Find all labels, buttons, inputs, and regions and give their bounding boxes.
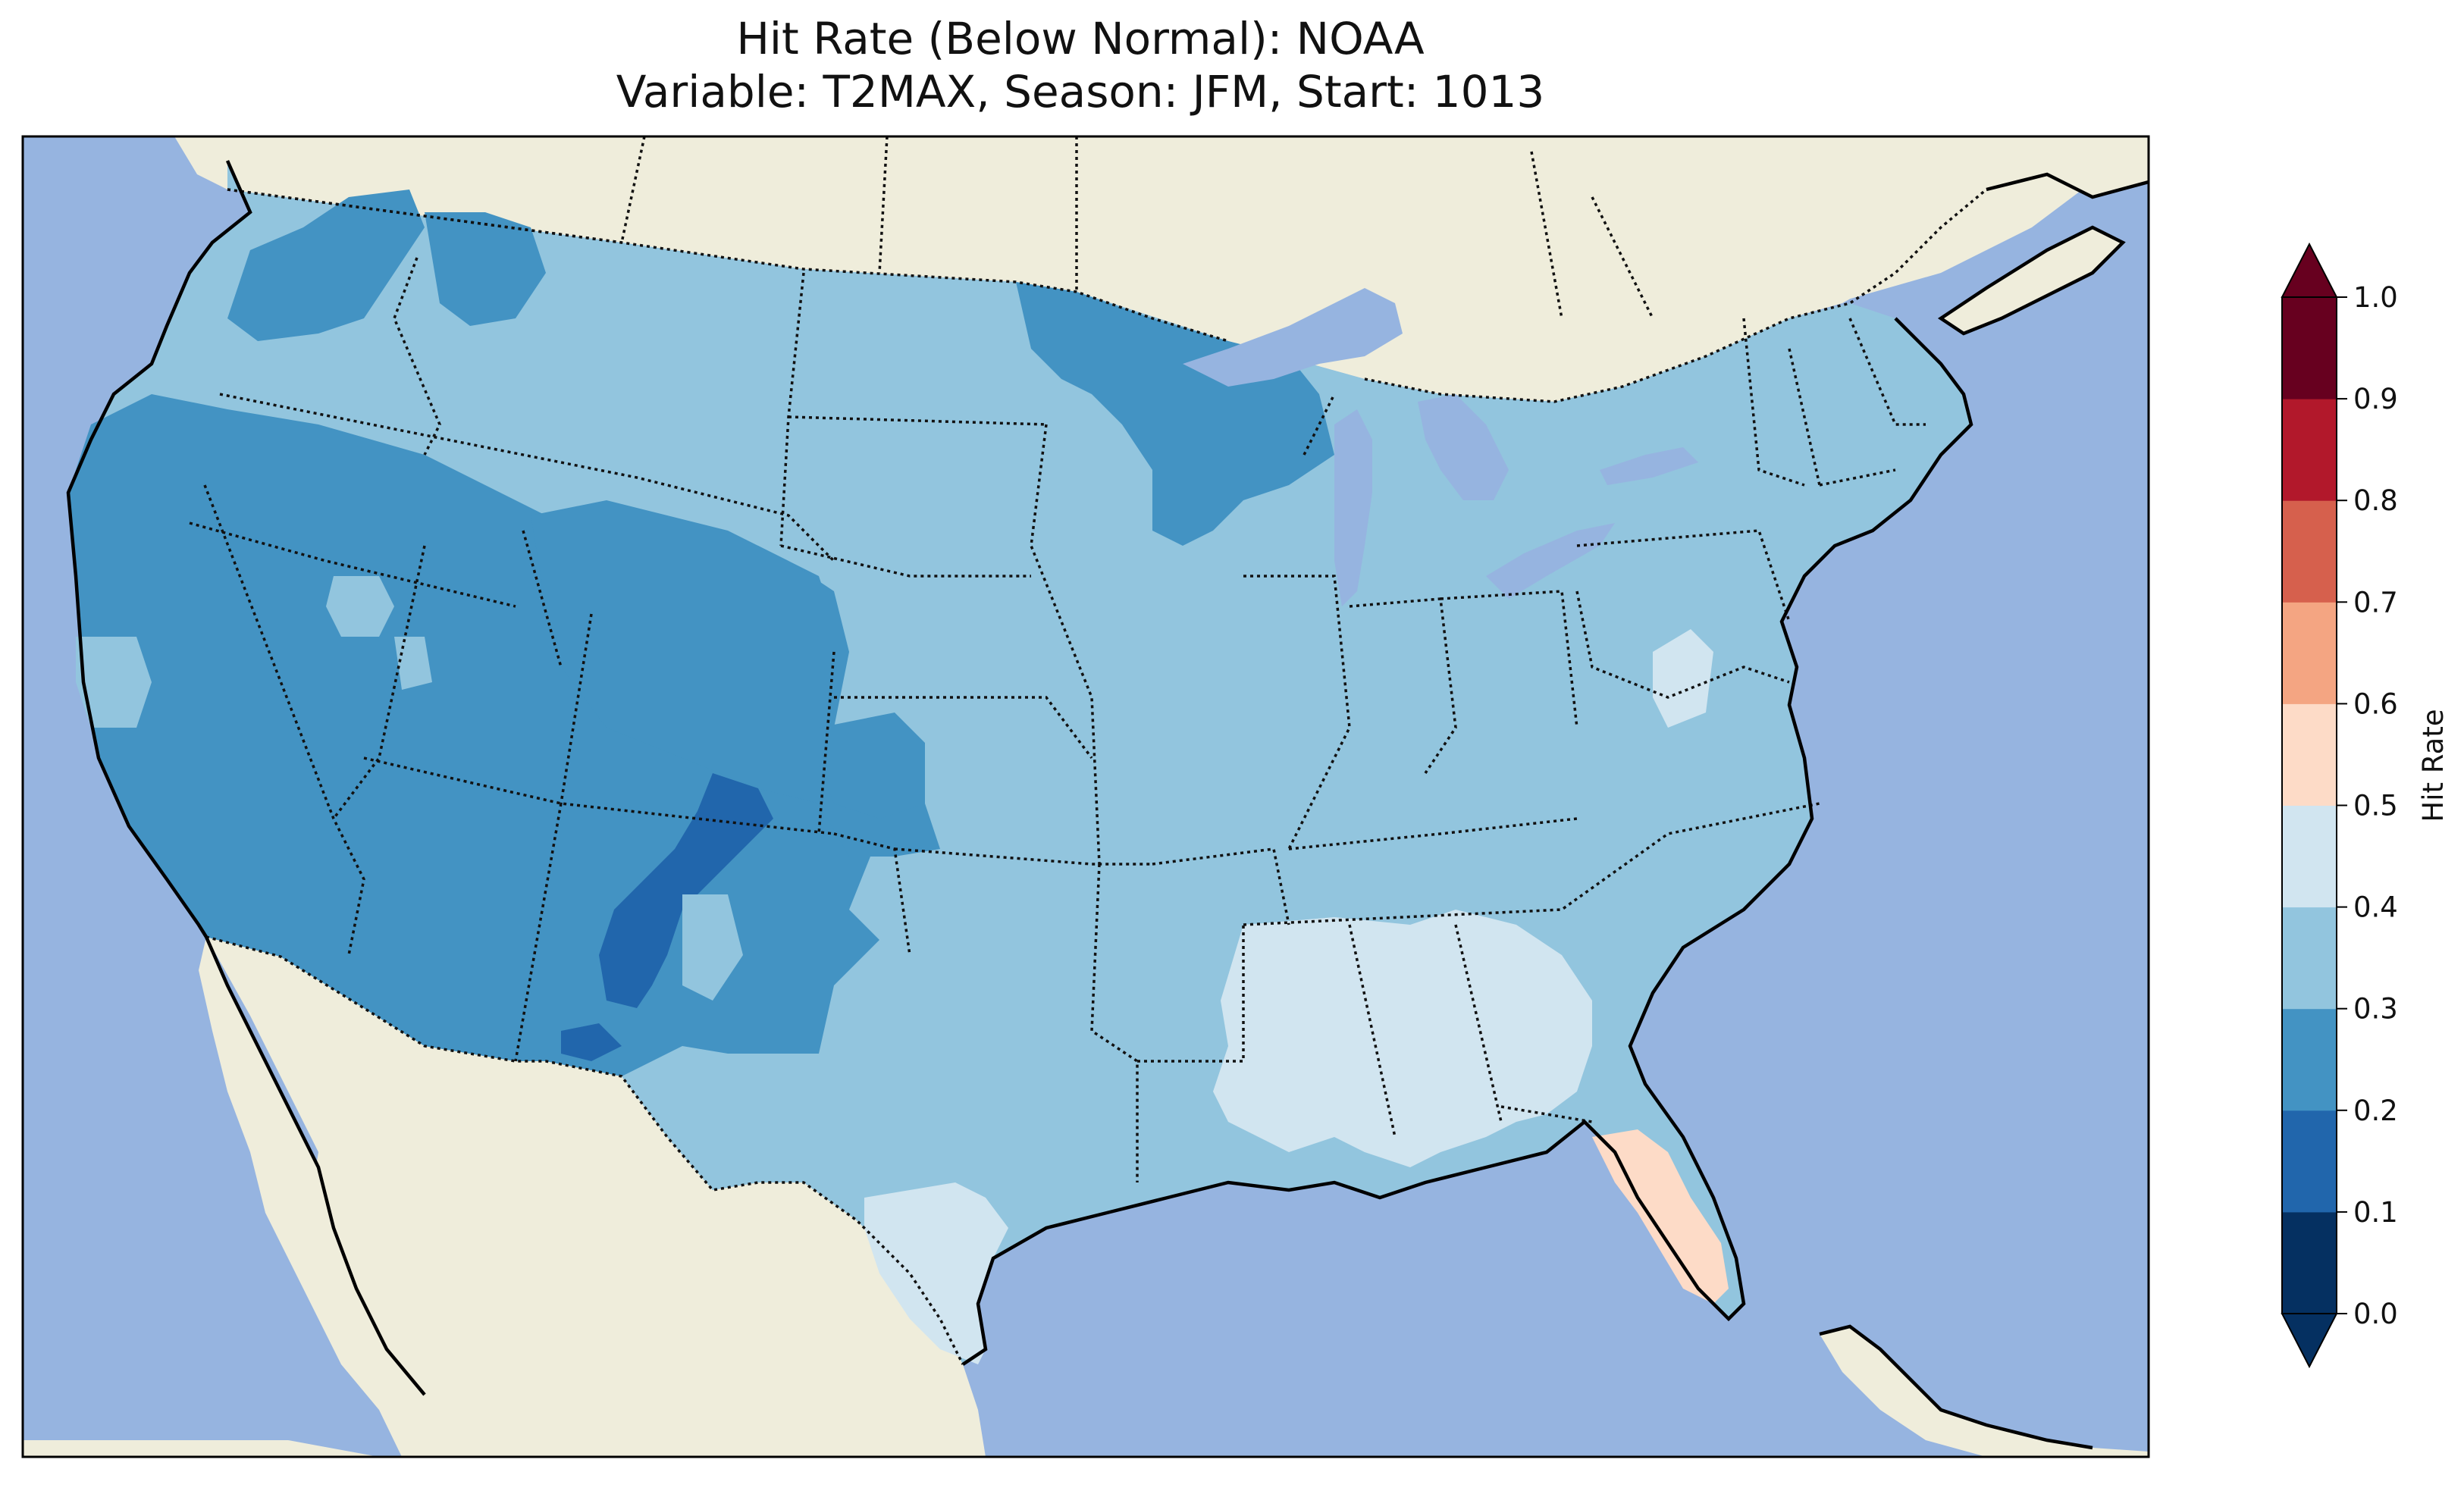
virginia-patch-0.4-0.5 [1653, 629, 1713, 728]
utah-patch-0.3-0.4 [394, 637, 432, 690]
map-title-line-1: Hit Rate (Below Normal): NOAA [736, 13, 1425, 64]
colorbar-segment [2282, 907, 2337, 1010]
map-frame [21, 135, 2150, 1458]
map-title-line-2: Variable: T2MAX, Season: JFM, Start: 101… [616, 66, 1545, 117]
cuba-land [1820, 1326, 2149, 1457]
colorbar-tick-label: 0.8 [2353, 484, 2398, 517]
colorbar-segment [2282, 703, 2337, 806]
lake-ontario [1600, 447, 1698, 485]
maritimes-land [1941, 227, 2123, 334]
colorbar-tick-label: 1.0 [2353, 281, 2398, 314]
colorbar-tick-label: 0.1 [2353, 1196, 2398, 1229]
colorbar-tick-label: 0.9 [2353, 383, 2398, 415]
arizona-east-patch-0.3-0.4 [682, 894, 743, 1001]
nevada-patch-0.3-0.4 [326, 576, 394, 637]
colorbar-segment [2282, 1008, 2337, 1111]
colorbar-tick-label: 0.7 [2353, 586, 2398, 619]
colorbar-tick-label: 0.5 [2353, 790, 2398, 822]
colorbar-segment [2282, 805, 2337, 908]
idaho-region-0.2-0.3 [227, 189, 425, 341]
lake-michigan [1334, 409, 1372, 606]
coastlines [66, 160, 2149, 1450]
colorbar-tick-label: 0.3 [2353, 993, 2398, 1026]
new-mexico-south-patch-0.1-0.2 [561, 1023, 622, 1061]
montana-patch-0.2-0.3 [425, 212, 546, 326]
southeast-region-0.4-0.5 [1213, 910, 1592, 1167]
colorbar-segment [2282, 1110, 2337, 1213]
mexico-land [23, 937, 986, 1457]
colorbar-segment [2282, 500, 2337, 603]
colorbar-segment [2282, 602, 2337, 704]
lake-huron [1418, 394, 1509, 500]
baja-land [199, 937, 425, 1457]
colorbar-extend-min [2281, 1313, 2338, 1369]
canada-land [159, 136, 2149, 402]
colorbar-segment [2282, 399, 2337, 501]
colorbar-tick-label: 0.0 [2353, 1298, 2398, 1330]
colorbar-tick-label: 0.4 [2353, 891, 2398, 924]
new-mexico-region-0.1-0.2 [599, 773, 773, 1008]
colorbar-tick-label: 0.6 [2353, 687, 2398, 720]
lake-erie [1486, 523, 1615, 599]
lake-superior [1183, 288, 1403, 387]
south-texas-region-0.4-0.5 [864, 1182, 1008, 1364]
colorbar-label: Hit Rate [2417, 709, 2450, 822]
colorbar-tick-label: 0.2 [2353, 1095, 2398, 1127]
canada-province-borders [620, 136, 1654, 319]
colorbar-segment [2282, 297, 2337, 399]
colorbar-extend-max [2281, 242, 2338, 298]
colorbar: 0.0 0.1 0.2 0.3 0.4 0.5 0.6 0.7 0.8 0.9 1.0 [2281, 242, 2398, 1369]
texas-panhandle-patch-0.2-0.3 [819, 713, 925, 819]
international-border [205, 188, 1988, 1365]
california-coast-patch-0.3-0.4 [76, 637, 152, 728]
map-panel [23, 136, 2149, 1457]
colorbar-segment [2282, 1211, 2337, 1314]
